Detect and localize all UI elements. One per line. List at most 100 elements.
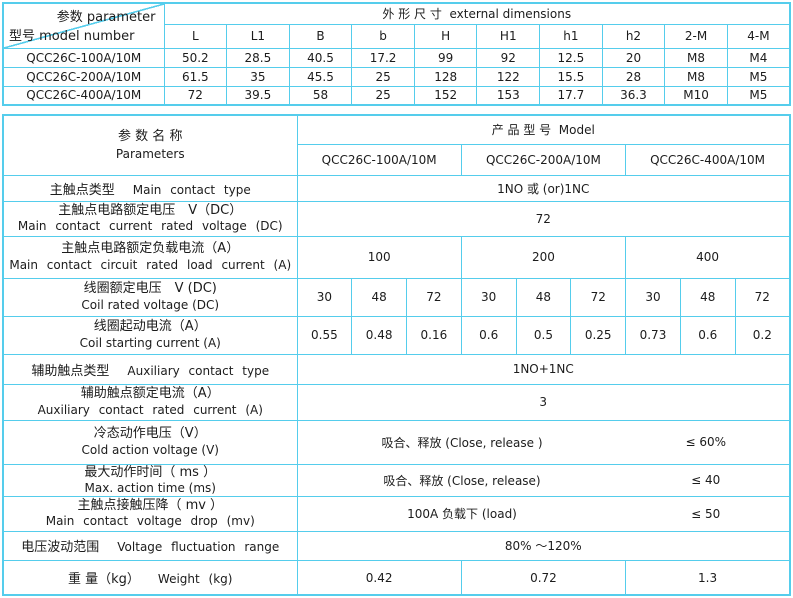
param-row-coil-current: 线圈起动电流（A） Coil starting current (A) 0.55…: [2, 315, 791, 355]
value-cell: 3: [296, 383, 791, 421]
value-cell: 48: [351, 277, 408, 317]
param-row-contact-type: 主触点类型 Main contact type 1NO 或 (or)1NC: [2, 174, 791, 202]
value-cell: 30: [460, 277, 517, 317]
cell: 40.5: [288, 47, 353, 68]
cell: 61.5: [163, 66, 228, 87]
cell: 20: [601, 47, 666, 68]
value-cell: 48: [679, 277, 736, 317]
row-label-en: Max. action time (ms): [84, 480, 216, 495]
row-label-en: Coil rated voltage (DC): [81, 297, 220, 312]
row-label-zh: 主触点接触压降（ mv ）: [77, 498, 224, 514]
value-cell: 1NO 或 (or)1NC: [296, 174, 791, 202]
value-cell: 0.72: [460, 559, 627, 596]
value-cell: 0.42: [296, 559, 462, 596]
cell: 12.5: [539, 47, 603, 68]
row-label: 主触点接触压降（ mv ） Main contact voltage drop …: [2, 495, 298, 532]
cell: M5: [726, 85, 791, 106]
column-header-L: L: [163, 23, 228, 49]
row-label: 最大动作时间（ ms ） Max. action time (ms): [2, 463, 298, 497]
value-cell: 72: [406, 277, 462, 317]
param-row-aux-type: 辅助触点类型 Auxiliary contact type 1NO+1NC: [2, 353, 791, 385]
value-cell: 0.6: [460, 315, 517, 355]
value-cell: 1.3: [625, 559, 791, 596]
row-label-en: Main contact voltage drop (mv): [45, 514, 255, 529]
cell: 128: [413, 66, 478, 87]
row-label: 线圈起动电流（A） Coil starting current (A): [2, 315, 298, 355]
corner-parameter-label: 参数 parameter: [56, 10, 156, 25]
value-cell: 0.55: [296, 315, 353, 355]
value-cell: 吸合、释放 (Close, release) ≤ 40: [296, 463, 791, 497]
parameters-header-en: Parameters: [115, 146, 185, 161]
row-label-en: Cold action voltage (V): [81, 442, 219, 457]
row-label: 电压波动范围 Voltage fluctuation range: [2, 530, 298, 561]
value-cell: 0.16: [406, 315, 462, 355]
row-label-zh: 辅助触点类型: [31, 363, 110, 379]
cell: 50.2: [163, 47, 228, 68]
value-cell: 吸合、释放 (Close, release ) ≤ 60%: [296, 419, 791, 465]
row-label-zh: 主触点电路额定电压 V（DC）: [58, 202, 243, 218]
value-cell: 72: [296, 200, 791, 237]
value-cell: 0.25: [570, 315, 627, 355]
parameters-table: 参 数 名 称 Parameters 产 品 型 号 Model QCC26C-…: [2, 114, 791, 597]
value-cell: 0.2: [734, 315, 791, 355]
model-header-400A: QCC26C-400A/10M: [625, 143, 791, 176]
cell: M10: [664, 85, 728, 106]
cell: 39.5: [226, 85, 290, 106]
value-cell: 30: [625, 277, 681, 317]
cell: 92: [476, 47, 541, 68]
cell: 28: [601, 66, 666, 87]
column-header-B: B: [288, 23, 353, 49]
value-cell: 0.48: [351, 315, 408, 355]
row-label: 主触点电路额定电压 V（DC） Main contact current rat…: [2, 200, 298, 237]
column-header-b: b: [351, 23, 415, 49]
param-row-coil-voltage: 线圈额定电压 V (DC) Coil rated voltage (DC) 30…: [2, 277, 791, 317]
cell: M8: [664, 66, 728, 87]
value-cell: 80% ～120%: [296, 530, 791, 561]
column-header-4M: 4-M: [726, 23, 791, 49]
row-label-en: Auxiliary contact type: [127, 363, 270, 378]
cell: 153: [476, 85, 541, 106]
row-label: 辅助触点额定电流（A） Auxiliary contact rated curr…: [2, 383, 298, 421]
row-label-zh: 线圈额定电压 V (DC): [83, 281, 217, 297]
row-label-zh: 重 量（kg）: [68, 572, 140, 587]
row-label-en: Main contact current rated voltage (DC): [17, 219, 283, 234]
row-label-en: Coil starting current (A): [79, 335, 221, 350]
param-row-voltage-drop: 主触点接触压降（ mv ） Main contact voltage drop …: [2, 495, 791, 532]
model-cell: QCC26C-400A/10M: [2, 85, 165, 106]
column-header-H1: H1: [476, 23, 541, 49]
value-cell: 72: [734, 277, 791, 317]
limit-value: ≤ 40: [691, 473, 721, 488]
row-label-zh: 线圈起动电流（A）: [93, 319, 207, 335]
row-label: 重 量（kg） Weight (kg): [2, 559, 298, 596]
column-header-L1: L1: [226, 23, 290, 49]
row-label-en: Weight (kg): [157, 572, 233, 586]
cell: M5: [726, 66, 791, 87]
dimensions-table: 参数 parameter 型号 model number 外 形 尺 寸 ext…: [2, 2, 791, 106]
row-label-zh: 主触点电路额定负载电流（A）: [61, 241, 240, 257]
model-cell: QCC26C-200A/10M: [2, 66, 165, 87]
cell: 122: [476, 66, 541, 87]
cell: 99: [413, 47, 478, 68]
row-label-zh: 电压波动范围: [21, 540, 100, 556]
row-label-zh: 最大动作时间（ ms ）: [84, 464, 217, 480]
cell: M8: [664, 47, 728, 68]
value-cell: 200: [460, 235, 627, 279]
model-cell: QCC26C-100A/10M: [2, 47, 165, 68]
param-row-rated-voltage: 主触点电路额定电压 V（DC） Main contact current rat…: [2, 200, 791, 237]
row-label: 冷态动作电压（V） Cold action voltage (V): [2, 419, 298, 465]
table-row-400A: QCC26C-400A/10M 72 39.5 58 25 152 153 17…: [2, 85, 791, 106]
cell: 45.5: [288, 66, 353, 87]
model-header-200A: QCC26C-200A/10M: [460, 143, 627, 176]
model-header-100A: QCC26C-100A/10M: [296, 143, 462, 176]
value-cell: 48: [515, 277, 572, 317]
condition-text: 吸合、释放 (Close, release ): [381, 435, 543, 450]
value-cell: 72: [570, 277, 627, 317]
corner-model-label: 型号 model number: [9, 28, 135, 44]
cell: 25: [351, 66, 415, 87]
value-cell: 0.5: [515, 315, 572, 355]
row-label-en: Voltage fluctuation range: [117, 540, 280, 555]
cell: 72: [163, 85, 228, 106]
limit-value: ≤ 50: [691, 506, 721, 521]
row-label-en: Main contact type: [132, 182, 251, 197]
limit-value: ≤ 60%: [685, 435, 727, 449]
